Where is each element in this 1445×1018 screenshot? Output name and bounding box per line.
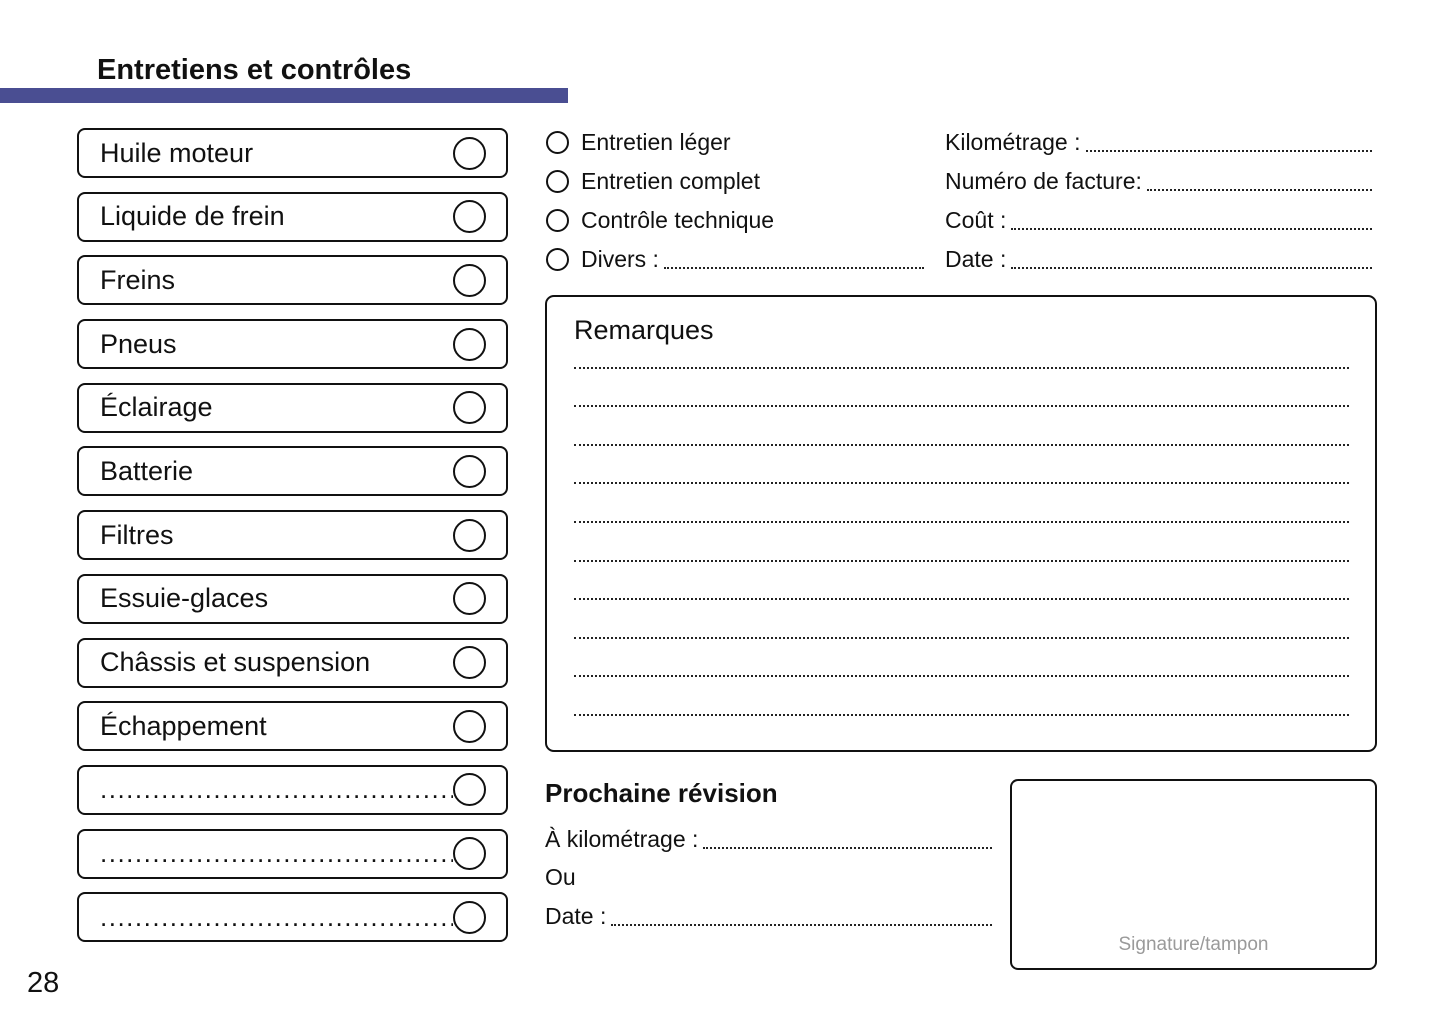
checklist-item-label: Filtres — [100, 519, 174, 550]
signature-label: Signature/tampon — [1118, 934, 1269, 955]
checklist-item-label: Échappement — [100, 710, 267, 741]
checkbox-circle-essuie-glaces[interactable] — [453, 582, 486, 616]
field-label: Numéro de facture: — [945, 168, 1142, 194]
checklist-item-blank-2: ........................................… — [77, 828, 508, 879]
checklist-item-blank-3: ........................................… — [77, 892, 508, 943]
field-label: Date : — [945, 246, 1007, 272]
maintenance-checklist: Huile moteur Liquide de frein Freins Pne… — [77, 128, 508, 943]
remarks-line[interactable] — [574, 446, 1349, 485]
checklist-item-liquide-de-frein: Liquide de frein — [77, 191, 508, 242]
checklist-item-chassis-et-suspension: Châssis et suspension — [77, 637, 508, 688]
date-write-in-line[interactable] — [1011, 267, 1372, 269]
next-service-section: Prochaine révision À kilométrage : Ou Da… — [545, 778, 992, 936]
checkbox-circle-huile-moteur[interactable] — [453, 136, 486, 170]
option-label: Divers : — [581, 246, 659, 272]
remarks-line[interactable] — [574, 639, 1349, 678]
checklist-item-eclairage: Éclairage — [77, 382, 508, 433]
cout-write-in-line[interactable] — [1011, 228, 1372, 230]
page-title: Entretiens et contrôles — [97, 54, 412, 86]
field-kilometrage: Kilométrage : — [945, 123, 1372, 162]
option-label: Entretien complet — [581, 168, 760, 194]
checklist-item-label: Liquide de frein — [100, 201, 285, 232]
checklist-item-label: Batterie — [100, 455, 194, 486]
remarks-box: Remarques — [545, 295, 1377, 752]
blank-item-write-in-line[interactable]: ........................................… — [100, 901, 453, 932]
checkbox-circle-blank-1[interactable] — [453, 773, 486, 807]
radio-circle-divers[interactable] — [546, 248, 569, 271]
remarks-line[interactable] — [574, 677, 1349, 716]
checklist-item-label: Huile moteur — [100, 137, 254, 168]
checkbox-circle-batterie[interactable] — [453, 454, 486, 488]
checkbox-circle-pneus[interactable] — [453, 327, 486, 361]
next-date-write-in-line[interactable] — [611, 923, 992, 926]
option-divers: Divers : — [546, 240, 924, 279]
or-label: Ou — [545, 864, 576, 891]
divers-write-in-line[interactable] — [663, 267, 924, 269]
remarks-write-in-area[interactable] — [574, 330, 1349, 716]
service-info-fields: Kilométrage : Numéro de facture: Coût : … — [945, 123, 1372, 279]
checkbox-circle-blank-2[interactable] — [453, 837, 486, 871]
page-number: 28 — [27, 967, 60, 999]
radio-circle-entretien-leger[interactable] — [546, 131, 569, 154]
remarks-line[interactable] — [574, 330, 1349, 369]
checklist-item-huile-moteur: Huile moteur — [77, 128, 508, 178]
remarks-title: Remarques — [574, 315, 714, 345]
option-label: Contrôle technique — [581, 207, 775, 233]
field-label: Kilométrage : — [945, 129, 1081, 155]
field-numero-de-facture: Numéro de facture: — [945, 162, 1372, 201]
remarks-line[interactable] — [574, 562, 1349, 601]
checklist-item-echappement: Échappement — [77, 701, 508, 752]
checklist-item-label: Essuie-glaces — [100, 583, 269, 614]
checklist-item-pneus: Pneus — [77, 319, 508, 370]
next-service-title: Prochaine révision — [545, 778, 778, 808]
remarks-line[interactable] — [574, 407, 1349, 446]
checkbox-circle-filtres[interactable] — [453, 518, 486, 552]
checklist-item-filtres: Filtres — [77, 510, 508, 561]
next-service-date-row: Date : — [545, 897, 992, 936]
checkbox-circle-eclairage[interactable] — [453, 391, 486, 425]
kilometrage-write-in-line[interactable] — [1085, 150, 1372, 152]
checklist-item-label: Éclairage — [100, 392, 213, 423]
field-label: Coût : — [945, 207, 1007, 233]
blank-item-write-in-line[interactable]: ........................................… — [100, 774, 453, 805]
blank-item-write-in-line[interactable]: ........................................… — [100, 838, 453, 869]
checkbox-circle-liquide-de-frein[interactable] — [453, 200, 486, 234]
checklist-item-freins: Freins — [77, 255, 508, 306]
field-cout: Coût : — [945, 201, 1372, 240]
checkbox-circle-echappement[interactable] — [453, 709, 486, 743]
checklist-item-essuie-glaces: Essuie-glaces — [77, 573, 508, 624]
next-km-label: À kilométrage : — [545, 825, 699, 852]
service-type-options: Entretien léger Entretien complet Contrô… — [546, 123, 924, 279]
field-date: Date : — [945, 240, 1372, 279]
next-service-km-row: À kilométrage : — [545, 820, 992, 859]
remarks-line[interactable] — [574, 484, 1349, 523]
next-km-write-in-line[interactable] — [703, 846, 992, 849]
radio-circle-controle-technique[interactable] — [546, 209, 569, 232]
checklist-item-blank-1: ........................................… — [77, 764, 508, 815]
checkbox-circle-freins[interactable] — [453, 263, 486, 297]
checkbox-circle-chassis-et-suspension[interactable] — [453, 646, 486, 679]
signature-box[interactable]: Signature/tampon — [1010, 779, 1377, 970]
radio-circle-entretien-complet[interactable] — [546, 170, 569, 193]
remarks-line[interactable] — [574, 369, 1349, 408]
checklist-item-label: Châssis et suspension — [100, 647, 371, 677]
accent-bar — [0, 88, 568, 103]
remarks-line[interactable] — [574, 523, 1349, 562]
remarks-line[interactable] — [574, 600, 1349, 639]
checklist-item-batterie: Batterie — [77, 446, 508, 497]
checkbox-circle-blank-3[interactable] — [453, 900, 486, 934]
option-entretien-leger: Entretien léger — [546, 123, 924, 162]
next-date-label: Date : — [545, 902, 607, 929]
checklist-item-label: Pneus — [100, 328, 177, 359]
option-label: Entretien léger — [581, 129, 731, 155]
option-controle-technique: Contrôle technique — [546, 201, 924, 240]
option-entretien-complet: Entretien complet — [546, 162, 924, 201]
checklist-item-label: Freins — [100, 264, 176, 295]
next-service-or-row: Ou — [545, 859, 992, 898]
numero-facture-write-in-line[interactable] — [1146, 189, 1372, 191]
